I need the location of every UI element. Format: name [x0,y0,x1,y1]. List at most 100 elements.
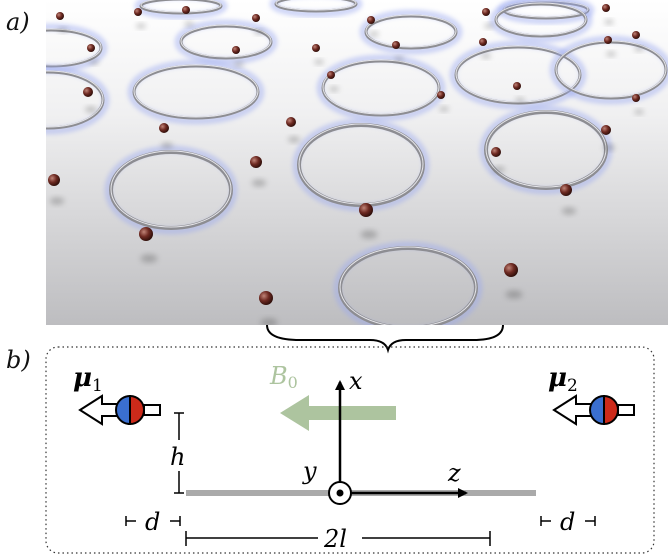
ring-highlight [46,28,102,66]
atom [367,16,375,24]
atom [252,14,260,22]
length-label: 2l [323,525,347,553]
atom-shadow [288,136,300,143]
ring-glow [174,19,278,65]
atom [134,8,142,16]
ring-glow [489,0,593,43]
atom [139,227,153,241]
atom-shadow [484,23,494,29]
gap-left-dimension [125,516,181,526]
atom [232,46,240,54]
ring-glow [449,40,587,110]
gap-left-label: d [145,508,160,536]
length-dimension [185,531,491,546]
atom-shadow [603,144,615,151]
axis-y-label: y [302,457,317,485]
atom [250,156,262,168]
ring-array-render [46,0,668,325]
atom-shadow [58,27,68,33]
atom [312,44,320,52]
dipole-2-label: μ2 [548,363,578,396]
ring-highlight [110,150,232,228]
ring-highlight [180,24,272,58]
panel-a-label: a) [6,8,30,36]
atom-shadow [360,230,378,239]
atom-shadow [606,51,616,57]
ring-highlight [298,123,424,205]
ring-glow [104,145,238,235]
panel-b-frame [45,346,655,554]
atom-shadow [161,142,173,149]
atom [327,71,335,79]
atom [159,123,169,133]
atom-shadow [561,207,577,215]
atom [392,41,400,49]
height-label: h [170,443,185,471]
atom [56,12,64,20]
atom [437,91,445,99]
schematic-diagram: B0 x y z h d d 2l [45,325,655,554]
atom-shadow [369,31,379,37]
field-arrow [280,395,396,431]
atom [286,117,296,127]
axis-z-label: z [447,459,461,487]
atom-shadow [505,290,523,299]
atom-shadow [314,59,324,65]
ring-highlight [365,14,457,48]
ring-highlight [495,2,587,36]
field-label: B0 [269,362,298,392]
atom [513,82,521,90]
atom-shadow [184,21,194,27]
ring-highlight [46,70,104,128]
atom [504,263,518,277]
gap-right-label: d [560,508,575,536]
atom [632,31,640,39]
atom [359,203,373,217]
atom-shadow [481,53,491,59]
panel-b-label: b) [6,346,31,374]
atom-shadow [493,166,505,173]
atom-shadow [439,106,449,112]
atom-shadow [140,254,158,263]
atom [87,44,95,52]
dipole-1 [78,394,161,426]
atom [560,184,572,196]
atom-shadow [234,61,244,67]
ring-highlight [339,246,477,325]
atom-shadow [329,86,339,92]
ring-highlight [322,59,440,115]
atom-shadow [251,179,267,187]
atom-shadow [85,106,97,113]
axis-x-label: x [349,367,363,395]
atom [491,147,501,157]
atom [48,174,60,186]
atom [182,6,190,14]
atom-layer [48,4,644,325]
dipole-2 [552,394,635,426]
atom-shadow [260,318,278,325]
atom [479,38,487,46]
atom [482,8,490,16]
ring-glow [359,9,463,55]
atom-shadow [254,29,264,35]
atom [83,87,93,97]
ring-highlight [133,64,259,118]
atom-shadow [394,56,404,62]
ring-glow [134,0,228,20]
brace [266,325,504,354]
ring-glow [333,241,483,325]
atom-shadow [634,46,644,52]
atom-shadow [634,109,644,115]
atom-shadow [136,23,146,29]
atom [259,291,273,305]
ring-glow [316,54,446,122]
ring-highlight [140,0,222,13]
gap-right-dimension [540,516,596,526]
atom [602,4,610,12]
ring-layer [46,0,668,325]
y-axis-dot [336,489,344,497]
atom [601,125,611,135]
atom [604,36,612,44]
atom-shadow [89,59,99,65]
dipole-1-label: μ1 [73,363,103,396]
